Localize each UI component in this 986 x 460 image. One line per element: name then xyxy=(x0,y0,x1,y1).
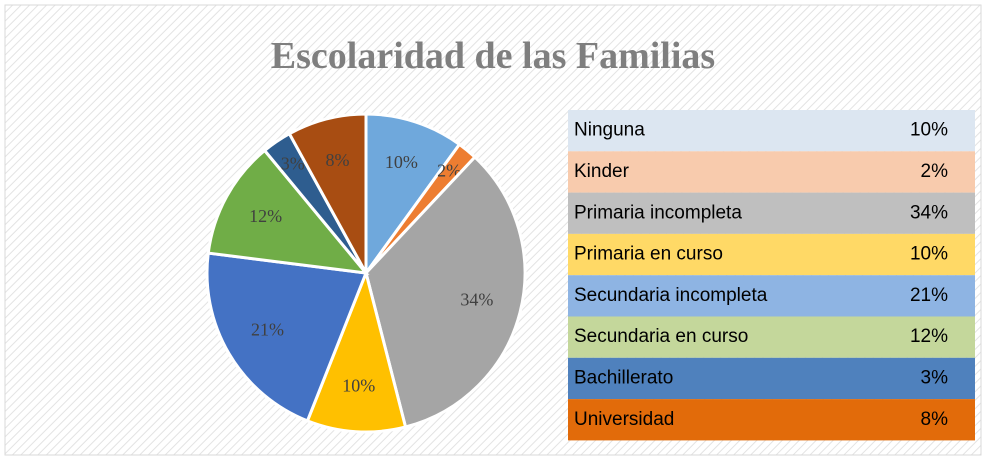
data-label: 10% xyxy=(342,375,375,395)
legend-label: Primaria en curso xyxy=(574,244,723,265)
data-label: 34% xyxy=(460,290,493,310)
pie-slice xyxy=(287,112,368,274)
legend-label: Bachillerato xyxy=(574,367,673,388)
pie-slice xyxy=(364,112,462,278)
pie-slice xyxy=(205,251,369,423)
table-value: 12% xyxy=(910,326,948,347)
legend-label: Kinder xyxy=(574,161,630,182)
legend-label: Primaria incompleta xyxy=(574,202,742,223)
table-value: 3% xyxy=(921,367,949,388)
pie-slice xyxy=(305,268,408,434)
legend-label: Secundaria en curso xyxy=(574,326,748,347)
legend-label: Ninguna xyxy=(574,120,645,141)
legend-label: Secundaria incompleta xyxy=(574,285,768,306)
data-label: 12% xyxy=(249,206,282,226)
table-row xyxy=(568,233,975,276)
table-row xyxy=(568,110,975,152)
table-row xyxy=(568,151,975,193)
data-label: 8% xyxy=(326,150,350,170)
pie: 10% 2% 34% 10% 21% 12% 3% 8% xyxy=(205,112,527,434)
table-value: 2% xyxy=(921,161,949,182)
table-value: 8% xyxy=(921,409,949,430)
legend-table: Ninguna 10% Kinder 2% Primaria incompleta 34%… xyxy=(568,110,975,441)
table-value: 10% xyxy=(910,120,948,141)
data-label: 3% xyxy=(281,153,305,173)
table-value: 10% xyxy=(910,244,948,265)
table-row xyxy=(568,357,975,400)
data-label: 21% xyxy=(251,319,284,339)
table-row xyxy=(568,399,975,441)
chart-title: Escolaridad de las Familias xyxy=(271,35,715,77)
table-value: 21% xyxy=(910,285,948,306)
data-label: 2% xyxy=(437,161,461,181)
data-label: 10% xyxy=(385,152,418,172)
pie-slice xyxy=(364,154,527,429)
table-value: 34% xyxy=(910,202,948,223)
table-row xyxy=(568,316,975,358)
legend-label: Universidad xyxy=(574,409,674,430)
table-row xyxy=(568,192,975,234)
pie-slice xyxy=(206,148,370,275)
table-row xyxy=(568,275,975,317)
